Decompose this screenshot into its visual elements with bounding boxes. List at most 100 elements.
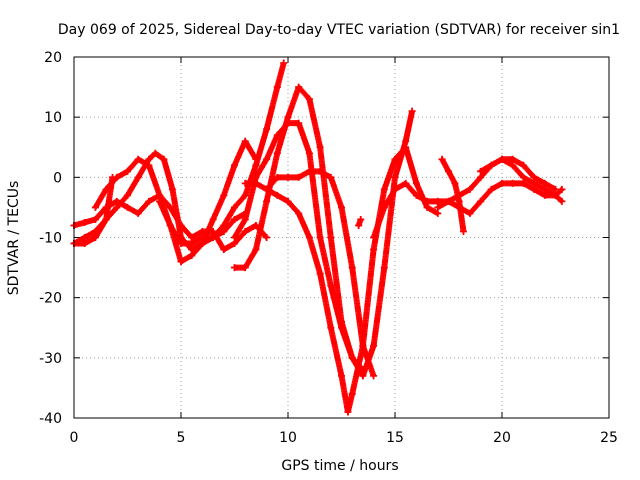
data-point (402, 137, 410, 145)
data-point (177, 240, 185, 248)
data-point (438, 155, 446, 163)
data-point (434, 197, 442, 205)
data-point (263, 234, 271, 241)
data-point (166, 203, 174, 211)
data-point (145, 197, 153, 205)
data-point (305, 234, 313, 241)
series-track-9 (263, 167, 378, 380)
data-point (519, 161, 527, 169)
data-point (151, 149, 159, 157)
data-point (273, 83, 281, 91)
data-point (370, 246, 378, 254)
data-point (408, 107, 416, 115)
data-point (348, 390, 356, 398)
data-point (552, 191, 559, 199)
data-point (477, 167, 485, 175)
series-track-7 (241, 143, 442, 416)
data-point (188, 234, 196, 241)
series-track-14 (355, 215, 365, 229)
data-point (359, 342, 367, 350)
y-tick-label: 20 (44, 50, 62, 66)
data-point (519, 173, 527, 181)
data-point (357, 215, 365, 223)
data-point (241, 191, 249, 199)
data-point (327, 324, 335, 332)
data-point (252, 161, 260, 169)
series-track-13 (438, 155, 467, 235)
data-point (134, 209, 142, 217)
data-point (284, 173, 292, 181)
y-tick-label: -30 (39, 351, 62, 367)
data-point (530, 173, 538, 181)
data-point (380, 203, 388, 211)
data-point (166, 221, 174, 229)
data-point (81, 218, 89, 226)
data-point (466, 209, 474, 217)
data-point (558, 197, 566, 205)
data-point (102, 185, 110, 193)
data-point (102, 215, 110, 223)
data-point (124, 191, 131, 199)
series-track-12 (477, 155, 566, 205)
data-point (124, 203, 131, 211)
data-point (81, 240, 89, 248)
data-point (359, 366, 367, 374)
data-point (198, 227, 206, 235)
data-point (423, 203, 431, 211)
data-point (295, 83, 303, 91)
data-point (434, 209, 442, 217)
data-point (530, 179, 538, 187)
data-point (451, 179, 459, 187)
data-point (509, 161, 517, 169)
data-point (316, 270, 324, 278)
data-point (459, 227, 467, 235)
data-point (252, 179, 260, 187)
plus-marker (262, 233, 269, 240)
data-point (359, 372, 367, 380)
data-point (295, 209, 303, 217)
y-tick-label: -40 (39, 411, 62, 427)
data-point (316, 234, 324, 241)
data-point (252, 173, 260, 181)
series-track-3 (70, 173, 117, 248)
data-point (552, 185, 559, 193)
data-point (305, 167, 313, 175)
data-point (177, 221, 185, 229)
data-point (113, 197, 121, 205)
data-point (338, 203, 345, 211)
data-point (391, 185, 399, 193)
data-point (541, 179, 549, 187)
data-point (273, 191, 281, 199)
data-point (509, 155, 517, 163)
chart-title: Day 069 of 2025, Sidereal Day-to-day VTE… (58, 22, 620, 38)
data-point (156, 191, 164, 199)
data-point (348, 264, 356, 272)
plus-marker (557, 187, 564, 194)
data-point (241, 264, 249, 272)
data-point (198, 234, 206, 241)
data-point (305, 149, 313, 157)
data-point (412, 179, 420, 187)
data-point (402, 179, 410, 187)
data-point (284, 113, 292, 121)
data-point (160, 155, 168, 163)
data-point (241, 227, 249, 235)
data-point (273, 131, 281, 139)
x-tick-label: 20 (493, 430, 511, 446)
data-point (380, 264, 388, 272)
x-axis-label: GPS time / hours (281, 458, 398, 474)
data-point (327, 173, 335, 181)
data-point (423, 197, 431, 205)
data-point (231, 215, 238, 223)
data-point (168, 185, 176, 193)
data-point (487, 185, 495, 193)
data-point (530, 185, 538, 193)
data-point (134, 173, 142, 181)
series-track-5 (156, 59, 288, 248)
data-point (188, 240, 196, 248)
data-point (402, 143, 410, 151)
data-point (231, 264, 238, 272)
data-point (241, 215, 249, 223)
data-point (295, 173, 303, 181)
